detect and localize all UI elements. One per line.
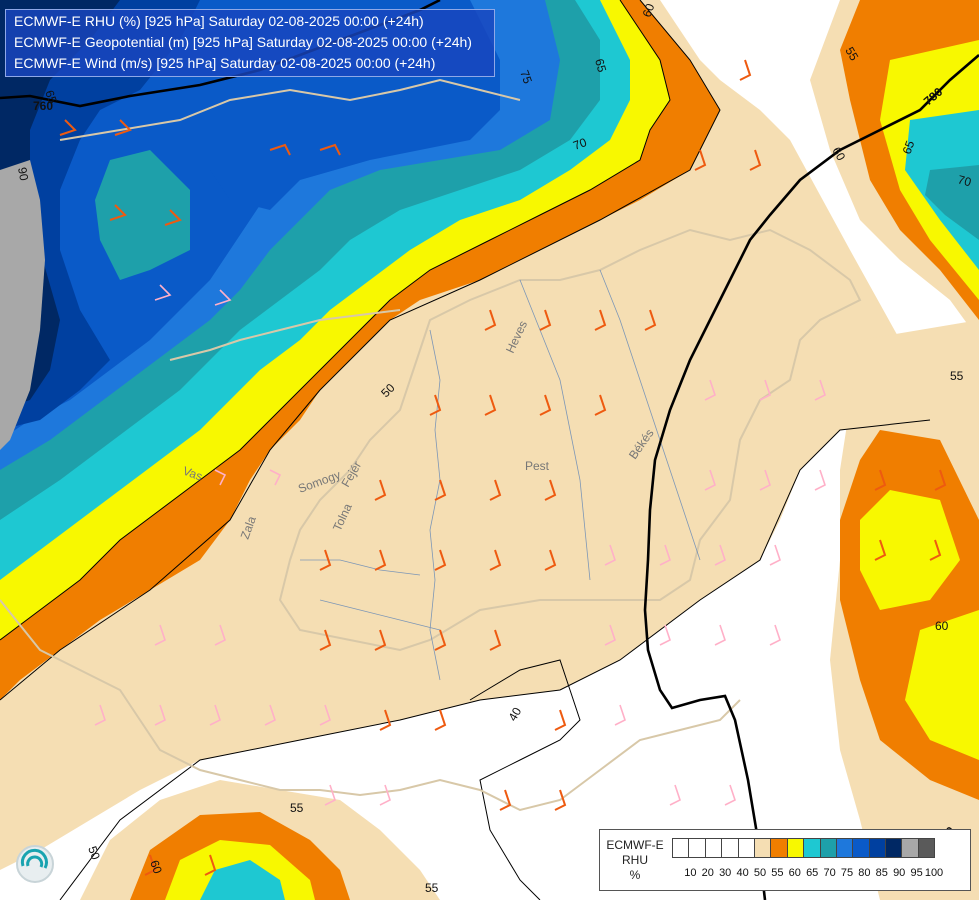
- rhu-contour-label: 90: [15, 166, 31, 182]
- legend-title: ECMWF-E RHU %: [604, 838, 666, 883]
- legend-tick-label: 65: [806, 867, 819, 879]
- country-borders: [0, 78, 862, 812]
- region-label: Vas: [181, 464, 204, 484]
- legend-swatch: [819, 838, 837, 858]
- rhu-contour-label: 60: [829, 145, 848, 164]
- legend-tick-label: 55: [771, 867, 784, 879]
- legend-swatch: [737, 838, 755, 858]
- rhu-contour-label: 60: [640, 1, 658, 19]
- legend-swatch: [721, 838, 739, 858]
- legend-swatch: [672, 838, 690, 858]
- legend-swatch: [885, 838, 903, 858]
- region-label: Pest: [525, 459, 550, 473]
- legend-tick-label: 80: [858, 867, 871, 879]
- legend-swatch: [868, 838, 887, 858]
- rhu-fill-south: [80, 780, 440, 900]
- legend-tick-label: 40: [736, 867, 749, 879]
- title-panel: ECMWF-E RHU (%) [925 hPa] Saturday 02-08…: [5, 9, 495, 77]
- rhu-contour-label: 65: [900, 138, 918, 156]
- rhu-contour-label: 55: [842, 45, 861, 64]
- legend-tick-label: 75: [840, 867, 854, 879]
- legend-swatches: [672, 838, 936, 858]
- rhu-contour-label: 50: [85, 844, 103, 862]
- rhu-legend: ECMWF-E RHU % 10 20 30 40 50 55 60 65 70 75 80 85 90…: [599, 829, 971, 891]
- legend-tick-label: 10: [684, 867, 697, 879]
- legend-tick-label: 30: [719, 867, 732, 879]
- legend-variable: RHU: [622, 853, 648, 867]
- legend-swatch: [901, 838, 919, 858]
- legend-swatch: [770, 838, 788, 858]
- legend-tick-label: 70: [823, 867, 836, 879]
- geopotential-label: 760: [33, 99, 53, 113]
- legend-swatch: [704, 838, 723, 858]
- legend-swatch: [835, 838, 854, 858]
- legend-tick-label: 95: [910, 867, 923, 879]
- legend-tick-label: 100: [924, 867, 944, 879]
- rhu-contour-label: 55: [950, 369, 964, 383]
- rhu-contour-label: 60: [935, 619, 949, 633]
- rhu-contour-label: 65: [42, 88, 60, 106]
- legend-unit: %: [629, 868, 641, 882]
- rhu-contour-label: 40: [505, 705, 524, 724]
- legend-swatch: [852, 838, 870, 858]
- legend-tick-label: 20: [701, 867, 714, 879]
- rhu-contour-label: 55: [290, 801, 304, 815]
- legend-tick-labels: 10 20 30 40 50 55 60 65 70 75 80 85 90 95 100: [672, 867, 972, 881]
- rhu-title: ECMWF-E RHU (%) [925 hPa] Saturday 02-08…: [14, 13, 424, 29]
- rhu-contour-label: 55: [425, 881, 439, 895]
- legend-model: ECMWF-E: [606, 838, 664, 852]
- legend-tick-label: 90: [893, 867, 906, 879]
- legend-swatch: [803, 838, 821, 858]
- rhu-contour-label: 70: [956, 172, 973, 189]
- rhu-contour-label: 65: [592, 57, 609, 74]
- rhu-fill-east: [810, 0, 979, 900]
- wind-title: ECMWF-E Wind (m/s) [925 hPa] Saturday 02…: [14, 55, 436, 71]
- legend-swatch: [917, 838, 936, 858]
- rhu-contour-label: 75: [517, 68, 535, 86]
- legend-swatch: [688, 838, 706, 858]
- rhu-contour-label: 70: [571, 135, 589, 153]
- rhu-contour-label: 60: [147, 858, 165, 876]
- legend-tick-label: 60: [788, 867, 801, 879]
- contour-labels: 50 40 55 55 60 60 65 70 75 65 90 70 60 5…: [15, 1, 973, 895]
- wind-barbs-pink: [94, 284, 826, 806]
- wind-barbs-orange: [59, 59, 947, 876]
- geopotential-title: ECMWF-E Geopotential (m) [925 hPa] Satur…: [14, 34, 472, 50]
- ecmwf-logo-icon: [13, 842, 55, 888]
- legend-swatch: [753, 838, 772, 858]
- legend-tick-label: 85: [875, 867, 888, 879]
- legend-swatch: [786, 838, 805, 858]
- legend-tick-label: 50: [753, 867, 767, 879]
- rhu-contour-lines: [0, 0, 931, 900]
